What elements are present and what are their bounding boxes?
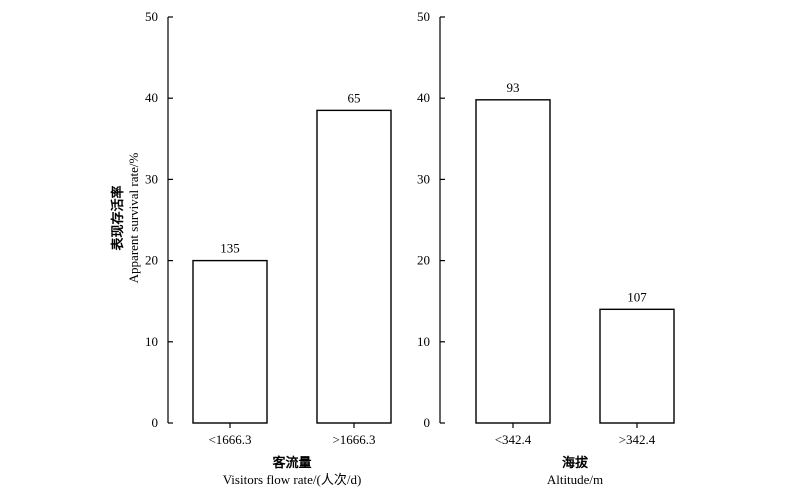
right-category-label: <342.4 xyxy=(495,432,532,447)
left-data-label: 65 xyxy=(348,90,361,105)
right-y-tick-label: 10 xyxy=(417,334,430,349)
left-x-axis-title-en: Visitors flow rate/(人次/d) xyxy=(223,472,362,487)
y-axis-title-en: Apparent survival rate/% xyxy=(126,153,141,284)
left-bar xyxy=(316,109,392,424)
right-y-tick-label: 40 xyxy=(417,90,430,105)
left-y-tick-label: 50 xyxy=(145,9,158,24)
right-y-tick-label: 20 xyxy=(417,253,430,268)
y-axis-title: 表现存活率 Apparent survival rate/% xyxy=(110,153,141,284)
right-category-label: >342.4 xyxy=(619,432,656,447)
right-y-tick-label: 50 xyxy=(417,9,430,24)
right-data-label: 93 xyxy=(507,80,520,95)
left-y-tick-label: 40 xyxy=(145,90,158,105)
y-axis-title-cn: 表现存活率 xyxy=(110,185,125,251)
left-bar xyxy=(192,259,268,424)
right-y-tick-label: 30 xyxy=(417,171,430,186)
right-bar xyxy=(599,308,675,424)
right-bar xyxy=(475,99,551,424)
left-y-tick-label: 0 xyxy=(152,415,159,430)
left-x-axis-title-cn: 客流量 xyxy=(272,455,311,470)
right-y-tick-label: 0 xyxy=(424,415,431,430)
right-data-label: 107 xyxy=(627,289,647,304)
right-x-axis-title-cn: 海拔 xyxy=(562,455,589,470)
left-category-label: >1666.3 xyxy=(332,432,375,447)
left-category-label: <1666.3 xyxy=(208,432,251,447)
left-data-label: 135 xyxy=(220,241,240,256)
left-y-tick-label: 20 xyxy=(145,253,158,268)
right-x-axis-title-en: Altitude/m xyxy=(547,472,603,487)
left-y-tick-label: 30 xyxy=(145,171,158,186)
left-y-tick-label: 10 xyxy=(145,334,158,349)
